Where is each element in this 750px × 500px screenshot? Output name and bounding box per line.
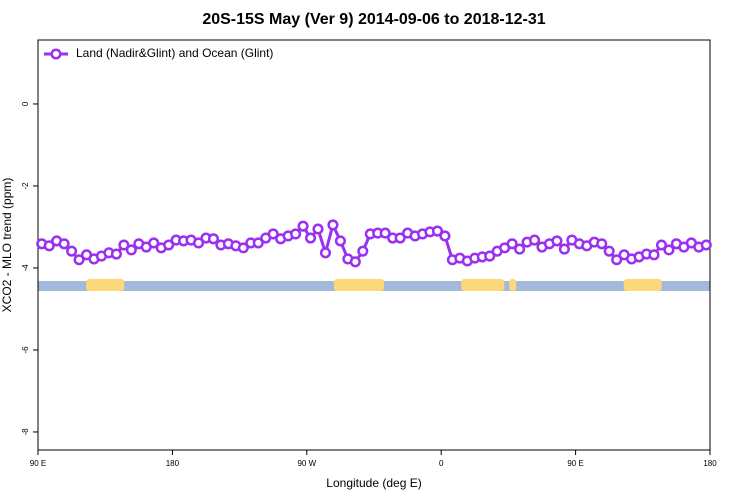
x-tick-label: 90 E <box>30 459 46 468</box>
y-tick-label: 0 <box>21 101 30 106</box>
y-tick-label: -8 <box>21 428 30 436</box>
data-point <box>73 254 85 266</box>
data-point <box>58 238 70 250</box>
data-point <box>43 240 55 252</box>
data-point <box>192 237 205 249</box>
land-segment <box>333 279 385 291</box>
data-point <box>379 227 391 239</box>
data-point <box>655 239 668 251</box>
data-point <box>110 248 122 260</box>
land-segment <box>509 279 517 291</box>
legend-marker <box>50 48 62 60</box>
land-segment <box>86 279 125 291</box>
data-point <box>558 243 570 255</box>
data-point <box>125 244 137 256</box>
data-point <box>327 219 339 231</box>
data-point <box>439 230 451 242</box>
y-tick-label: -6 <box>21 346 30 354</box>
data-point <box>394 232 406 244</box>
land-segment <box>623 279 662 291</box>
data-point <box>551 235 563 247</box>
data-point <box>506 238 518 250</box>
y-tick-label: -4 <box>21 264 30 272</box>
x-tick-label: 0 <box>439 459 444 468</box>
data-point <box>207 233 220 245</box>
data-point <box>648 249 660 261</box>
data-point <box>357 245 369 257</box>
y-axis-label: XCO2 - MLO trend (ppm) <box>0 178 14 313</box>
data-point <box>596 238 608 250</box>
x-tick-label: 90 W <box>297 459 316 468</box>
x-tick-label: 180 <box>166 459 180 468</box>
data-point <box>484 250 496 262</box>
data-point <box>118 239 130 251</box>
data-point <box>267 228 279 240</box>
land-segment <box>461 279 505 291</box>
data-point <box>297 220 309 232</box>
data-point <box>528 234 541 246</box>
data-point <box>66 245 78 257</box>
data-point <box>319 247 332 259</box>
data-point <box>611 254 623 266</box>
data-point <box>304 232 317 244</box>
data-point <box>431 225 444 237</box>
data-point <box>290 228 302 240</box>
y-tick-label: -2 <box>21 182 30 190</box>
data-point <box>312 223 324 235</box>
data-point <box>163 239 175 251</box>
data-point <box>237 242 249 254</box>
chart-title: 20S-15S May (Ver 9) 2014-09-06 to 2018-1… <box>202 11 545 28</box>
legend-label: Land (Nadir&Glint) and Ocean (Glint) <box>76 46 273 60</box>
data-point <box>334 235 346 247</box>
data-point <box>252 237 264 249</box>
data-point <box>700 239 712 251</box>
data-point <box>663 244 675 256</box>
x-tick-label: 180 <box>703 459 717 468</box>
data-point <box>349 256 361 268</box>
data-point <box>514 243 526 255</box>
x-axis-label: Longitude (deg E) <box>326 476 421 490</box>
data-point <box>603 245 615 257</box>
data-point <box>148 237 160 249</box>
x-tick-label: 90 E <box>567 459 583 468</box>
